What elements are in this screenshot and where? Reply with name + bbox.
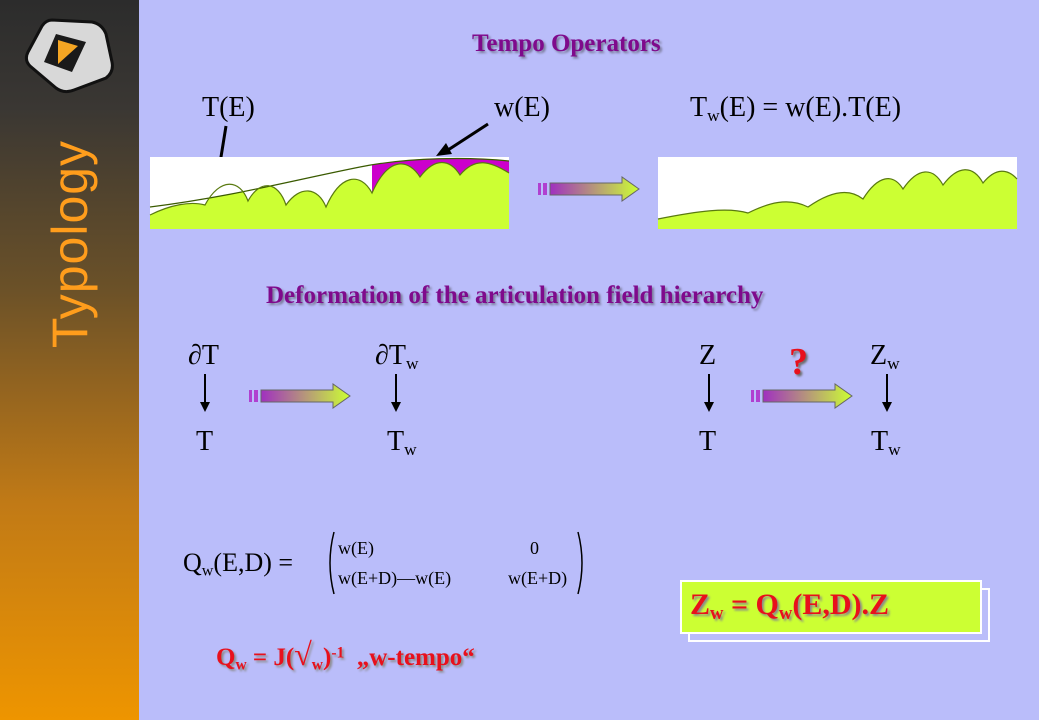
matrix-cell-22: w(E+D) (508, 568, 568, 588)
t-of-e-label: T(E) (202, 92, 255, 123)
tw-formula-label: Tw(E) = w(E).T(E) (690, 92, 902, 125)
gradient-arrow-icon (538, 176, 640, 202)
matrix-cell-21: w(E+D)—w(E) (338, 568, 452, 588)
partial-tw-label: ∂Tw (375, 340, 419, 373)
down-arrow-icon (391, 374, 401, 412)
t-right-label: T (699, 426, 717, 457)
zw-label: Zw (870, 340, 900, 373)
t-and-w-curve-image (149, 157, 510, 229)
matrix-cell-11: w(E) (338, 538, 374, 558)
z-label: Z (699, 340, 717, 371)
matrix-cell-12: 0 (530, 538, 539, 558)
partial-t-label: ∂T (188, 340, 219, 371)
boxed-formula-box (680, 580, 982, 634)
question-mark: ? (789, 341, 808, 383)
triangle-logo-icon (24, 18, 114, 94)
tempo-operators-heading: Tempo Operators (472, 30, 661, 57)
gradient-arrow-icon (751, 383, 853, 409)
t-label: T (196, 426, 214, 457)
boxed-formula: Zw = Qw(E,D).Z (690, 588, 889, 625)
down-arrow-icon (882, 374, 892, 412)
matrix: w(E) 0 w(E+D)—w(E) w(E+D) (326, 530, 586, 596)
w-of-e-label: w(E) (494, 92, 550, 123)
gradient-arrow-icon (249, 383, 351, 409)
matrix-brackets (329, 531, 583, 595)
down-arrow-icon (704, 374, 714, 412)
w-tempo-formula: Qw = J(√w)-1 „w-tempo“ (216, 636, 475, 674)
tw-right-label: Tw (871, 426, 901, 459)
sidebar: Typology (0, 0, 139, 720)
tw-curve-image (657, 157, 1018, 229)
matrix-lhs: Qw(E,D) = (183, 548, 294, 580)
down-arrow-icon (200, 374, 210, 412)
deformation-heading: Deformation of the articulation field hi… (266, 282, 764, 309)
tw-label: Tw (387, 426, 417, 459)
